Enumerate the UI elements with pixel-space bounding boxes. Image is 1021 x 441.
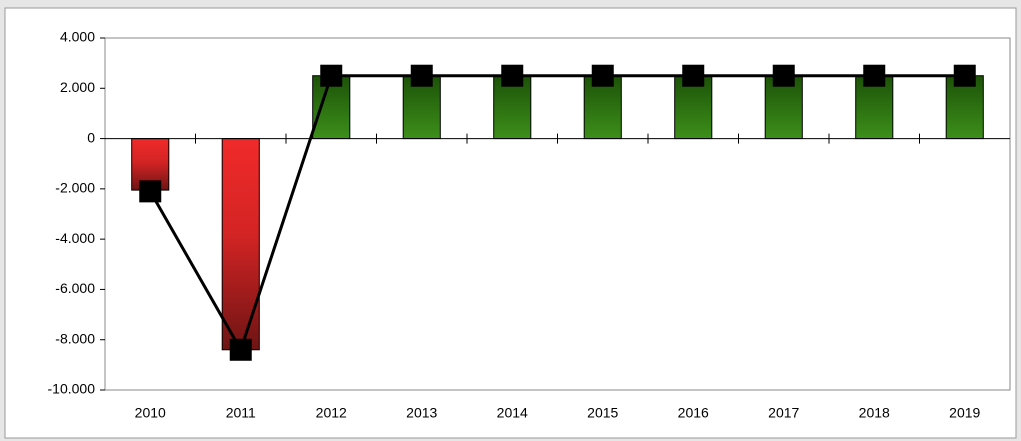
x-tick-label: 2018: [859, 405, 890, 421]
y-tick-label: -6.000: [55, 280, 95, 296]
line-marker: [772, 64, 795, 87]
y-tick-label: -8.000: [55, 330, 95, 346]
line-marker: [410, 64, 433, 87]
x-tick-label: 2019: [949, 405, 980, 421]
x-tick-label: 2015: [587, 405, 618, 421]
x-tick-label: 2012: [316, 405, 347, 421]
x-tick-label: 2010: [135, 405, 166, 421]
y-tick-label: -2.000: [55, 180, 95, 196]
x-tick-label: 2013: [406, 405, 437, 421]
y-tick-label: 2.000: [60, 79, 95, 95]
line: [148, 74, 965, 354]
y-tick-label: 0: [87, 129, 95, 145]
y-tick-label: -4.000: [55, 230, 95, 246]
x-tick-label: 2014: [497, 405, 528, 421]
bar: [312, 75, 351, 140]
x-tick-label: 2016: [678, 405, 709, 421]
line-marker: [953, 64, 976, 87]
line-marker: [682, 64, 705, 87]
y-tick-label: 4.000: [60, 29, 95, 45]
line-marker: [863, 64, 886, 87]
bar: [221, 138, 260, 351]
y-tick-label: -10.000: [48, 381, 96, 397]
line-marker: [501, 64, 524, 87]
x-tick-label: 2017: [768, 405, 799, 421]
line-marker: [320, 64, 343, 87]
line-marker: [229, 338, 252, 361]
line-marker: [591, 64, 614, 87]
x-tick-label: 2011: [226, 405, 256, 421]
line-marker: [139, 180, 162, 203]
bar: [402, 75, 441, 140]
